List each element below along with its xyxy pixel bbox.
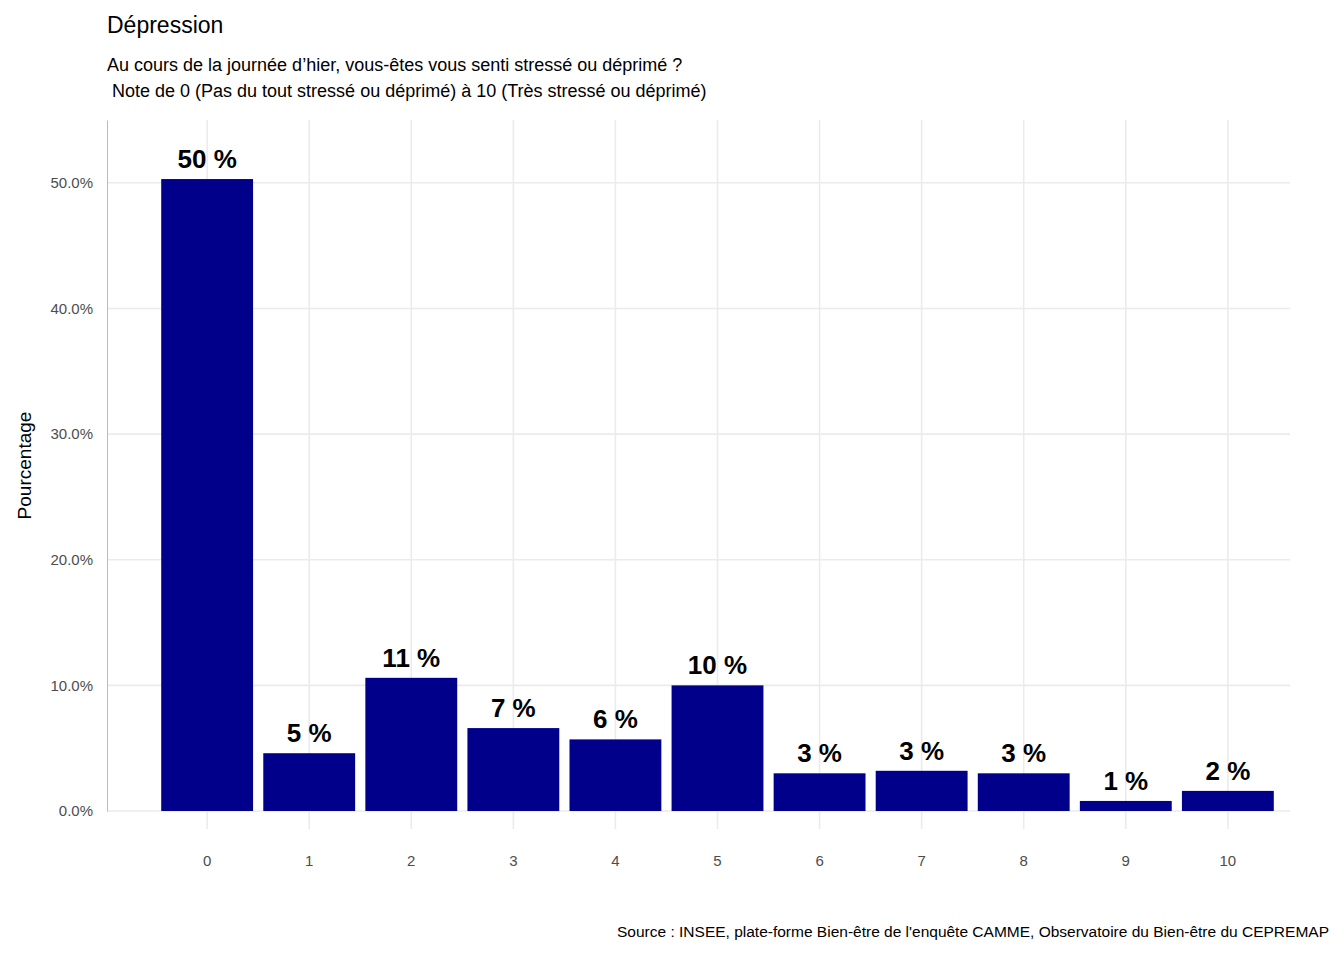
data-labels: 50 % 5 % 11 % 7 % 6 % 10 % 3 % 3 % 3 % 1 % 2 % xyxy=(178,144,1251,796)
subtitle: Au cours de la journée d’hier, vous-êtes… xyxy=(107,55,682,75)
y-tick: 50.0% xyxy=(50,174,107,191)
grid-line-y xyxy=(107,308,1290,310)
bar xyxy=(161,179,253,811)
bars xyxy=(161,179,1274,811)
y-axis-title: Pourcentage xyxy=(14,412,35,520)
grid-line-x xyxy=(921,120,923,829)
x-tick-label: 5 xyxy=(713,852,721,869)
x-tick-label: 0 xyxy=(203,852,211,869)
x-tick: 1 xyxy=(305,811,313,869)
data-label: 10 % xyxy=(688,650,747,680)
data-label: 7 % xyxy=(491,693,536,723)
data-label: 5 % xyxy=(287,718,332,748)
bar xyxy=(672,685,764,811)
x-tick-label: 7 xyxy=(917,852,925,869)
bar xyxy=(876,771,968,811)
y-tick: 20.0% xyxy=(50,551,107,568)
x-tick: 0 xyxy=(203,811,211,869)
x-axis-line xyxy=(152,811,1285,812)
data-label: 1 % xyxy=(1103,766,1148,796)
data-label: 50 % xyxy=(178,144,237,174)
data-label: 6 % xyxy=(593,704,638,734)
x-tick: 6 xyxy=(815,811,823,869)
y-tick-label: 40.0% xyxy=(50,300,93,317)
x-tick-label: 4 xyxy=(611,852,619,869)
x-tick: 3 xyxy=(509,811,517,869)
y-tick: 30.0% xyxy=(50,425,107,442)
x-tick-label: 8 xyxy=(1020,852,1028,869)
subtitle: Note de 0 (Pas du tout stressé ou déprim… xyxy=(107,81,707,101)
bar xyxy=(978,773,1070,811)
x-tick-label: 9 xyxy=(1122,852,1130,869)
data-label: 3 % xyxy=(899,736,944,766)
data-label: 11 % xyxy=(382,643,440,673)
bar xyxy=(1182,791,1274,811)
y-tick-label: 0.0% xyxy=(59,802,93,819)
bar xyxy=(263,753,355,811)
bar xyxy=(774,773,866,811)
x-tick: 7 xyxy=(917,811,925,869)
x-tick-label: 6 xyxy=(815,852,823,869)
y-tick-label: 50.0% xyxy=(50,174,93,191)
y-axis: 0.0% 10.0% 20.0% 30.0% 40.0% 50.0% xyxy=(50,121,107,820)
x-tick-label: 2 xyxy=(407,852,415,869)
y-tick: 40.0% xyxy=(50,300,107,317)
x-tick: 8 xyxy=(1020,811,1028,869)
bar xyxy=(569,739,661,811)
data-label: 2 % xyxy=(1205,756,1250,786)
y-tick: 10.0% xyxy=(50,677,107,694)
bar xyxy=(365,678,457,811)
y-tick-label: 10.0% xyxy=(50,677,93,694)
grid xyxy=(107,120,1290,829)
x-tick-label: 3 xyxy=(509,852,517,869)
data-label: 3 % xyxy=(1001,738,1046,768)
x-tick: 4 xyxy=(611,811,619,869)
grid-line-y xyxy=(107,182,1290,184)
source: Source : INSEE, plate-forme Bien-être de… xyxy=(617,923,1329,940)
y-tick-label: 30.0% xyxy=(50,425,93,442)
title: Dépression xyxy=(107,12,223,38)
grid-line-y xyxy=(107,433,1290,435)
x-tick: 10 xyxy=(1220,811,1237,869)
x-tick: 9 xyxy=(1122,811,1130,869)
bar xyxy=(467,728,559,811)
y-tick: 0.0% xyxy=(59,802,107,819)
grid-line-y xyxy=(107,559,1290,561)
data-label: 3 % xyxy=(797,738,842,768)
x-axis: 0 1 2 3 4 5 6 7 8 9 10 xyxy=(152,811,1285,869)
x-tick: 2 xyxy=(407,811,415,869)
y-tick-label: 20.0% xyxy=(50,551,93,568)
x-tick-label: 1 xyxy=(305,852,313,869)
grid-line-x xyxy=(819,120,821,829)
grid-line-x xyxy=(1125,120,1127,829)
bar xyxy=(1080,801,1172,811)
x-tick-label: 10 xyxy=(1220,852,1237,869)
x-tick: 5 xyxy=(713,811,721,869)
grid-line-x xyxy=(1227,120,1229,829)
grid-line-x xyxy=(1023,120,1025,829)
y-axis-line xyxy=(107,121,108,812)
chart: Dépression Au cours de la journée d’hier,… xyxy=(0,0,1344,960)
